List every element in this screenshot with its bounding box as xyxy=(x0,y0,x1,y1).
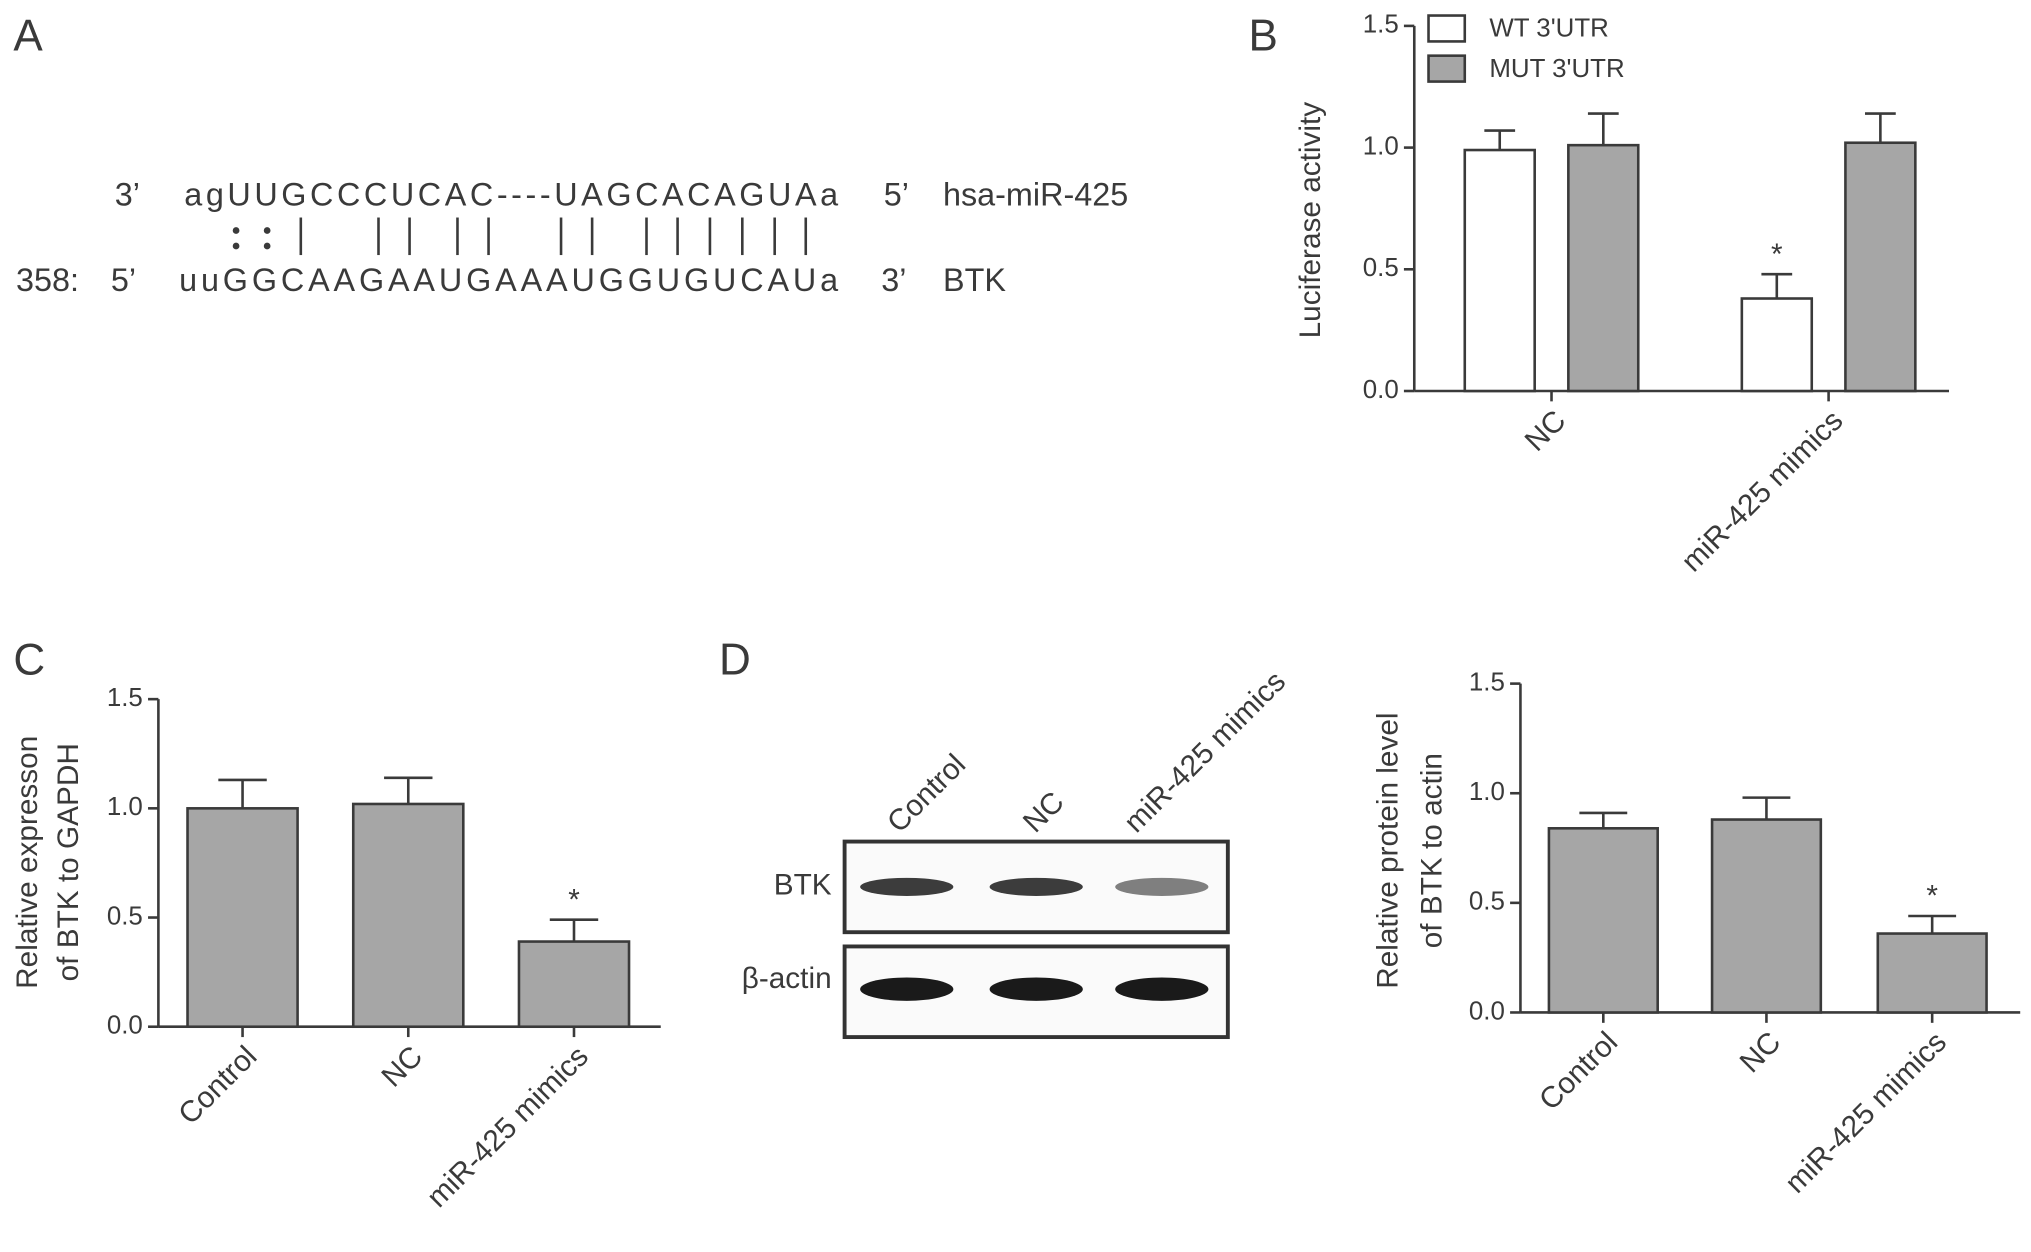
bar xyxy=(1710,818,1823,1014)
x-tick-label: Control xyxy=(1533,1026,1624,1117)
bands xyxy=(860,877,1209,1001)
error-bar xyxy=(1761,272,1793,299)
y-tick-label: 0.5 xyxy=(1469,888,1505,916)
x-tick-label: miR-425 mimics xyxy=(1779,1026,1953,1200)
legend-label: MUT 3'UTR xyxy=(1489,55,1624,83)
error-bar xyxy=(1587,112,1619,146)
y-axis-label: of BTK to GAPDH xyxy=(52,743,85,981)
sequence: uuGGCAAGAAUGAAAUGGUGUCAUa xyxy=(179,262,838,298)
y-axis-label: Relative expresson xyxy=(11,736,44,989)
error-bar xyxy=(218,778,267,809)
x-tick-label: miR-425 mimics xyxy=(421,1040,595,1214)
error-bar xyxy=(1908,914,1957,934)
band xyxy=(1115,877,1209,896)
x-tick-label: Control xyxy=(172,1040,263,1131)
strand-end: 3’ xyxy=(115,176,140,212)
western-blot: BTK β-actin Control NC miR-425 mimics xyxy=(742,665,1292,1040)
panel-label: A xyxy=(13,11,43,60)
significance-mark: * xyxy=(568,883,580,916)
bar xyxy=(1567,143,1640,393)
error-bar xyxy=(1579,811,1628,829)
bar xyxy=(1547,827,1659,1014)
wobble-dot xyxy=(232,227,240,234)
wobble-dot xyxy=(232,242,240,250)
bar xyxy=(1876,932,1988,1014)
lane-label: NC xyxy=(1017,785,1071,839)
y-tick-label: 1.5 xyxy=(1363,11,1399,39)
y-tick-label: 0.5 xyxy=(107,902,143,930)
sequence: agUUGCCCUCAC----UAGCACAGUAa xyxy=(184,176,838,212)
strand-end: 5’ xyxy=(111,262,136,298)
y-axis-label: Relative protein level xyxy=(1372,712,1405,988)
y-tick-label: 1.0 xyxy=(1469,778,1505,806)
y-tick-label: 1.0 xyxy=(107,793,143,821)
bar xyxy=(517,940,631,1029)
mirna-name: hsa-miR-425 xyxy=(943,176,1128,212)
panel-label: B xyxy=(1249,11,1278,60)
x-tick-label: NC xyxy=(375,1040,429,1094)
y-tick-label: 1.0 xyxy=(1363,132,1399,160)
bar xyxy=(1844,141,1917,393)
bar xyxy=(351,802,465,1029)
x-tick-label: NC xyxy=(1734,1026,1788,1080)
y-tick-label: 0.0 xyxy=(1469,997,1505,1025)
panel-label: D xyxy=(719,636,751,685)
band xyxy=(989,877,1083,896)
y-tick-label: 0.0 xyxy=(1363,376,1399,404)
row-label: β-actin xyxy=(742,962,832,995)
bar xyxy=(186,807,299,1029)
lane-label: Control xyxy=(881,748,972,839)
band xyxy=(989,977,1083,1001)
base-pairs xyxy=(232,217,808,256)
x-tick-label: NC xyxy=(1519,404,1573,458)
y-axis-label: Luciferase activity xyxy=(1294,102,1327,339)
y-tick-label: 1.5 xyxy=(107,684,143,712)
x-tick-label: miR-425 mimics xyxy=(1675,404,1849,578)
band xyxy=(860,877,954,896)
legend-swatch xyxy=(1427,14,1467,43)
band xyxy=(860,977,954,1001)
bar xyxy=(1463,148,1536,393)
significance-mark: * xyxy=(1926,880,1938,913)
error-bar xyxy=(1864,112,1896,143)
error-bar xyxy=(1484,129,1516,151)
wobble-dot xyxy=(263,242,271,250)
y-tick-label: 1.5 xyxy=(1469,668,1505,696)
y-tick-label: 0.5 xyxy=(1363,254,1399,282)
legend-label: WT 3'UTR xyxy=(1489,15,1608,43)
panel-label: C xyxy=(13,636,45,685)
strand-end: 3’ xyxy=(881,262,906,298)
target-name: BTK xyxy=(943,262,1006,298)
alignment: 3’ agUUGCCCUCAC----UAGCACAGUAa 5’ hsa-mi… xyxy=(16,176,1128,297)
y-axis-label: of BTK to actin xyxy=(1416,753,1449,948)
error-bar xyxy=(1742,796,1791,820)
row-label: BTK xyxy=(774,869,832,902)
band xyxy=(1115,977,1209,1001)
y-tick-label: 0.0 xyxy=(107,1012,143,1040)
position: 358: xyxy=(16,262,79,298)
error-bar xyxy=(384,776,433,804)
legend-swatch xyxy=(1427,54,1467,83)
lane-label: miR-425 mimics xyxy=(1118,665,1292,839)
wobble-dot xyxy=(263,227,271,234)
bar xyxy=(1740,297,1814,393)
strand-end: 5’ xyxy=(884,176,909,212)
error-bar xyxy=(549,918,599,942)
significance-mark: * xyxy=(1771,238,1783,271)
